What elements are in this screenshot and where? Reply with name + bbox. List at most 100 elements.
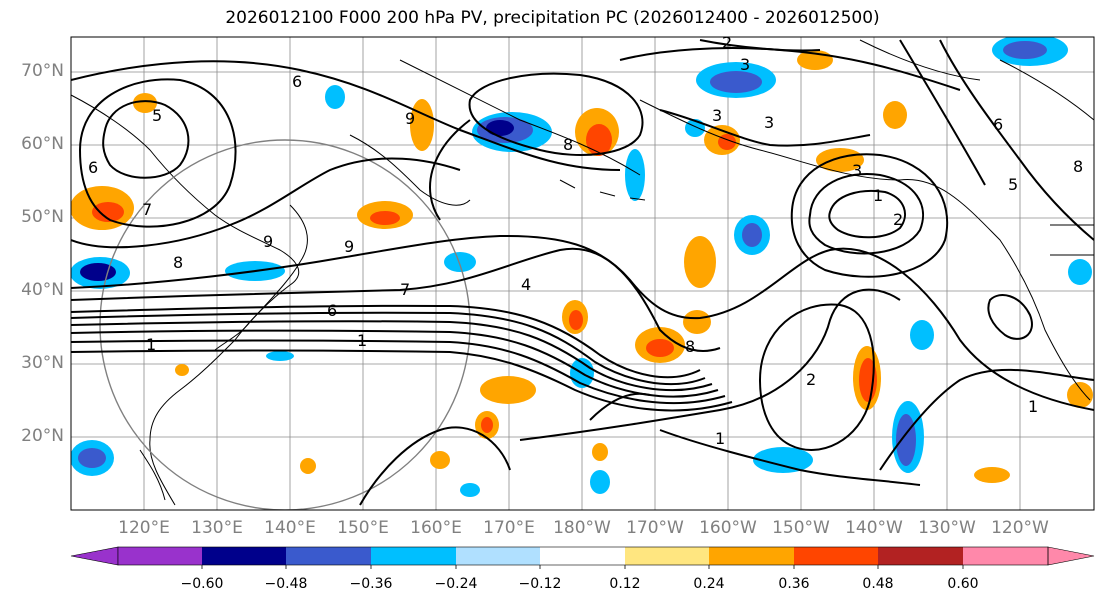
contour-label: 2: [893, 210, 903, 229]
lat-label: 70°N: [21, 61, 64, 81]
precip-positive-blob: [816, 148, 864, 172]
contour-label: 8: [563, 135, 573, 154]
contour-label: 3: [764, 113, 774, 132]
precip-positive-blob: [175, 364, 189, 376]
precip-positive-blob: [430, 451, 450, 469]
precip-positive-core: [646, 339, 674, 357]
colorbar: [70, 546, 1095, 569]
precip-negative-blob: [325, 85, 345, 109]
contour-label: 3: [712, 106, 722, 125]
precip-positive-blob: [1067, 382, 1093, 408]
precip-negative-blob: [753, 447, 813, 473]
lon-label: 180°W: [553, 518, 611, 538]
contour-label: 8: [1073, 157, 1083, 176]
lat-label: 40°N: [21, 280, 64, 300]
colorbar-outline: [117, 546, 1049, 566]
lon-label: 140°W: [845, 518, 903, 538]
precip-negative-blob: [1068, 259, 1092, 285]
contour-label: 1: [715, 429, 725, 448]
precip-negative-blob: [625, 149, 645, 201]
contour-label: 9: [344, 237, 354, 256]
contour-label: 8: [173, 253, 183, 272]
contour-label: 6: [993, 115, 1003, 134]
contour-label: 9: [263, 232, 273, 251]
precip-positive-blob: [974, 467, 1010, 483]
lat-label: 60°N: [21, 134, 64, 154]
precip-positive-core: [586, 124, 612, 156]
lon-label: 120°E: [118, 518, 170, 538]
precip-positive-core: [370, 211, 400, 225]
map-title: 2026012100 F000 200 hPa PV, precipitatio…: [225, 8, 880, 28]
contour-label: 6: [292, 72, 302, 91]
precip-negative-core: [78, 448, 106, 468]
lon-label: 130°E: [191, 518, 243, 538]
precip-positive-blob: [883, 101, 907, 129]
colorbar-segment: [456, 547, 540, 565]
precip-positive-blob: [410, 99, 434, 151]
contour-label: 2: [806, 370, 816, 389]
precip-positive-blob: [480, 376, 536, 404]
colorbar-tick-label: 0.24: [693, 576, 725, 592]
contour-label: 5: [152, 106, 162, 125]
precip-positive-blob: [683, 310, 711, 334]
precip-positive-blob: [684, 236, 716, 288]
colorbar-segment: [794, 547, 878, 565]
precip-negative-core: [896, 414, 916, 466]
contour-label: 1: [873, 186, 883, 205]
lat-label: 20°N: [21, 426, 64, 446]
colorbar-segment: [540, 547, 625, 565]
precip-positive-core: [569, 310, 583, 330]
colorbar-tick-label: 0.12: [609, 576, 641, 592]
lon-label: 130°W: [918, 518, 976, 538]
colorbar-under-triangle: [70, 546, 119, 566]
lon-label: 160°W: [699, 518, 757, 538]
contour-label: 9: [405, 109, 415, 128]
colorbar-segment: [625, 547, 709, 565]
precip-negative-blob: [910, 320, 934, 350]
contour-label: 2: [722, 33, 732, 52]
lon-label: 160°E: [410, 518, 462, 538]
colorbar-segment: [878, 547, 963, 565]
precip-positive-blob: [592, 443, 608, 461]
precip-negative-core: [80, 263, 116, 281]
lon-label: 170°W: [626, 518, 684, 538]
precip-negative-blob: [460, 483, 480, 497]
contour-label: 8: [685, 337, 695, 356]
lat-label: 50°N: [21, 207, 64, 227]
colorbar-tick-label: 0.48: [862, 576, 894, 592]
colorbar-segment: [118, 547, 202, 565]
colorbar-tick-label: −0.48: [264, 576, 308, 592]
pv-contours: [71, 39, 1094, 506]
colorbar-tick-label: 0.36: [778, 576, 810, 592]
precip-negative-blob: [590, 470, 610, 494]
precip-negative-core: [742, 223, 762, 247]
lon-label: 120°W: [991, 518, 1049, 538]
contour-label: 6: [327, 301, 337, 320]
precip-positive-core: [92, 202, 124, 222]
contour-label: 6: [88, 158, 98, 177]
contour-label: 3: [740, 55, 750, 74]
colorbar-segment: [709, 547, 794, 565]
map-frame: [70, 36, 1095, 511]
precip-negative-blob: [444, 252, 476, 272]
lon-label: 150°E: [337, 518, 389, 538]
colorbar-tick-label: 0.60: [947, 576, 979, 592]
colorbar-tick-label: −0.36: [349, 576, 393, 592]
precip-positive-blob: [300, 458, 316, 474]
lon-label: 140°E: [264, 518, 316, 538]
contour-label: 1: [146, 335, 156, 354]
colorbar-ticks: [201, 565, 964, 569]
colorbar-tick-label: −0.60: [180, 576, 224, 592]
colorbar-tick-label: −0.12: [518, 576, 562, 592]
precip-negative-core: [1003, 41, 1047, 59]
contour-label: 4: [521, 275, 531, 294]
contour-label: 7: [400, 280, 410, 299]
precip-negative-core: [486, 120, 514, 136]
colorbar-segment: [202, 547, 286, 565]
colorbar-segment: [286, 547, 371, 565]
colorbar-segment: [963, 547, 1048, 565]
contour-label: 7: [142, 200, 152, 219]
precip-positive-blob: [133, 93, 157, 113]
contour-label-group: 2 3 3 3 3 6 6 6 6 5 5 7 7 8 8 8 9 9 9 1 …: [88, 33, 1083, 448]
